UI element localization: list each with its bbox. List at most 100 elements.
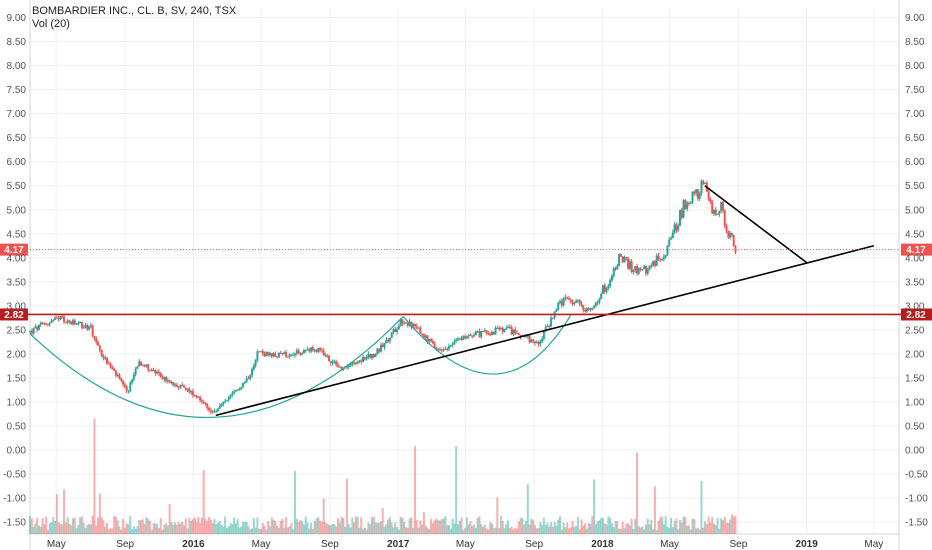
volume-bar <box>655 529 658 534</box>
volume-bar <box>215 524 218 534</box>
candle-body <box>449 345 452 347</box>
volume-bar <box>344 526 347 534</box>
y-tick-label-right: 4.00 <box>905 253 925 264</box>
support-label-left-bg <box>0 308 28 321</box>
volume-bar <box>412 527 415 534</box>
candle-body <box>455 339 458 342</box>
volume-bar <box>705 524 708 534</box>
volume-bar <box>644 524 647 534</box>
candle-body <box>385 339 388 344</box>
candle-body <box>691 191 694 203</box>
volume-bar <box>351 517 354 534</box>
volume-bar <box>689 529 692 534</box>
candle-body <box>630 261 633 273</box>
candle-body <box>159 373 162 378</box>
volume-bar <box>535 528 538 534</box>
volume-bar <box>419 520 422 534</box>
cup-curve-left <box>29 315 404 418</box>
candle-body <box>387 339 390 342</box>
candle-body <box>204 402 207 404</box>
y-tick-label-left: -1.00 <box>3 493 26 504</box>
volume-bar <box>594 524 597 534</box>
volume-bar <box>243 521 246 534</box>
volume-bar <box>455 446 458 534</box>
y-tick-label-left: 1.00 <box>7 397 27 408</box>
volume-bar <box>451 518 454 534</box>
candle-body <box>371 354 374 359</box>
volume-bar <box>467 524 470 534</box>
candle-body <box>259 351 262 353</box>
volume-bar <box>95 525 98 534</box>
volume-bar <box>627 523 630 534</box>
candle-body <box>61 316 64 318</box>
candle-body <box>526 335 529 337</box>
volume-bar <box>671 527 674 534</box>
candle-body <box>637 268 640 274</box>
volume-bar <box>730 514 733 534</box>
cup-curve-right <box>402 315 572 375</box>
candle-body <box>514 329 517 333</box>
volume-bar <box>342 518 345 534</box>
candle-body <box>75 323 78 325</box>
volume-bar <box>89 524 92 534</box>
volume-bar <box>537 528 540 534</box>
volume-bar <box>720 518 723 534</box>
candle-body <box>140 361 143 366</box>
volume-bar <box>544 524 547 534</box>
volume-bar <box>301 521 304 534</box>
volume-bar <box>431 523 434 534</box>
candle-body <box>34 326 37 329</box>
candle-body <box>243 381 246 383</box>
x-tick-label: Sep <box>321 539 339 550</box>
volume-bar <box>336 517 339 534</box>
candle-body <box>566 297 569 299</box>
volume-bar <box>191 519 194 534</box>
candle-body <box>304 349 307 351</box>
candle-body <box>116 374 119 376</box>
candle-body <box>433 343 436 349</box>
candle-body <box>657 255 660 260</box>
candle-body <box>188 388 191 393</box>
candle-body <box>209 410 212 412</box>
candle-body <box>145 364 148 367</box>
volume-bar <box>499 516 502 534</box>
volume-bar <box>433 520 436 534</box>
volume-bar <box>379 521 382 534</box>
y-tick-label-right: 1.50 <box>905 373 925 384</box>
candle-body <box>233 391 236 394</box>
volume-bar <box>43 524 46 534</box>
candle-body <box>141 365 144 367</box>
volume-bar <box>634 519 637 534</box>
candle-body <box>601 285 604 294</box>
volume-bar <box>732 516 735 534</box>
candle-body <box>618 254 621 266</box>
candle-body <box>206 403 209 408</box>
candle-body <box>453 341 456 345</box>
candle-body <box>469 335 472 337</box>
candle-body <box>217 408 220 412</box>
volume-bar <box>478 516 481 534</box>
candle-body <box>727 230 730 238</box>
candle-body <box>215 411 218 413</box>
candle-body <box>222 401 225 404</box>
volume-bar <box>424 525 427 534</box>
candle-body <box>673 224 676 233</box>
x-tick-label: Sep <box>116 539 134 550</box>
volume-bar <box>224 516 227 534</box>
candle-body <box>652 261 655 266</box>
candle-body <box>482 331 485 333</box>
volume-bar <box>184 518 187 534</box>
volume-bar <box>372 516 375 534</box>
support-label-right-bg <box>901 308 932 321</box>
candle-body <box>555 309 558 312</box>
volume-bar <box>442 518 445 534</box>
volume-bar <box>265 529 268 534</box>
candle-body <box>460 338 463 340</box>
candle-body <box>111 367 114 369</box>
candle-body <box>682 200 685 218</box>
candle-body <box>182 385 185 388</box>
candle-body <box>118 374 121 379</box>
y-tick-label-left: 4.00 <box>7 253 27 264</box>
candle-body <box>403 322 406 324</box>
